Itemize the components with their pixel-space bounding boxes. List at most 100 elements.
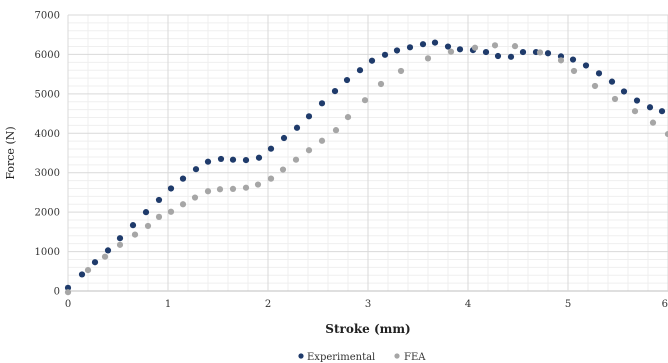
data-point [444, 43, 452, 50]
y-tick-label: 3000 [35, 168, 60, 179]
data-point [471, 44, 479, 51]
data-point [318, 137, 326, 144]
data-point [608, 78, 616, 85]
data-point [116, 235, 124, 242]
data-series [64, 39, 668, 296]
data-point [78, 271, 86, 278]
data-point [595, 70, 603, 77]
data-point [456, 46, 464, 53]
data-point [116, 241, 124, 248]
x-tick-label: 1 [165, 299, 171, 310]
data-point [167, 208, 175, 215]
data-point [343, 76, 351, 84]
data-point [494, 52, 502, 60]
data-point [569, 56, 577, 63]
y-tick-label: 4000 [35, 129, 60, 140]
data-point [658, 108, 666, 115]
data-point [279, 166, 287, 173]
x-tick-label: 4 [465, 299, 471, 310]
legend-label-fea: FEA [404, 352, 426, 363]
data-point [631, 108, 639, 115]
data-point [557, 57, 565, 64]
data-point [431, 39, 439, 46]
data-point [293, 124, 301, 131]
y-tick-label: 6000 [35, 50, 60, 61]
data-point [267, 145, 275, 152]
data-point [204, 188, 212, 195]
data-point [447, 48, 455, 55]
data-point [305, 147, 313, 154]
data-point [344, 114, 352, 121]
data-point [131, 231, 139, 238]
data-point [611, 95, 619, 103]
data-point [570, 67, 578, 75]
data-point [507, 53, 515, 60]
data-point [254, 181, 262, 188]
x-tick-label: 6 [662, 299, 668, 310]
data-point [179, 175, 187, 182]
data-point [649, 119, 657, 126]
series-fea [64, 42, 668, 296]
data-point [179, 201, 187, 208]
data-point [331, 87, 339, 95]
data-point [381, 51, 389, 58]
data-point [305, 113, 313, 120]
legend-marker-fea [394, 353, 400, 359]
data-point [318, 100, 326, 107]
y-tick-label: 0 [54, 287, 60, 298]
data-point [292, 156, 300, 163]
data-point [482, 48, 490, 56]
y-tick-label: 1000 [35, 247, 60, 258]
data-point [229, 185, 237, 192]
data-point [393, 47, 401, 54]
x-tick-label: 3 [365, 299, 371, 310]
data-point [280, 134, 288, 142]
data-point [332, 127, 340, 134]
data-point [377, 80, 385, 88]
data-point [101, 253, 109, 260]
legend: Experimental FEA [298, 352, 426, 363]
data-point [368, 57, 376, 64]
x-axis-title: Stroke (mm) [325, 322, 410, 336]
data-point [84, 267, 92, 274]
data-point [356, 67, 364, 74]
data-point [519, 48, 527, 56]
data-point [64, 289, 72, 296]
data-point [64, 284, 72, 291]
data-point [397, 67, 405, 75]
data-point [104, 247, 112, 254]
data-point [191, 194, 199, 201]
data-point [361, 97, 369, 104]
data-point [664, 130, 668, 138]
y-tick-label: 5000 [35, 89, 60, 100]
data-point [536, 49, 544, 56]
x-tick-label: 5 [565, 299, 571, 310]
y-axis-tick-labels: 0 1000 2000 3000 4000 5000 6000 7000 [35, 11, 60, 298]
data-point [267, 175, 275, 182]
data-point [544, 50, 552, 57]
data-point [167, 185, 175, 192]
data-point [406, 44, 414, 51]
data-point [192, 166, 200, 173]
data-point [242, 184, 250, 191]
data-point [144, 222, 152, 230]
data-point [142, 209, 150, 216]
y-axis-title: Force (N) [4, 126, 17, 179]
major-gridlines [67, 14, 668, 292]
data-point [242, 156, 250, 164]
data-point [591, 82, 599, 90]
data-point [255, 154, 263, 161]
x-axis-tick-labels: 0 1 2 3 4 5 6 [65, 299, 668, 310]
data-point [633, 97, 641, 104]
data-point [424, 55, 432, 62]
y-tick-label: 2000 [35, 208, 60, 219]
data-point [129, 222, 137, 229]
data-point [91, 259, 99, 266]
data-point [155, 213, 163, 220]
data-point [620, 88, 628, 95]
data-point [419, 41, 427, 48]
data-point [217, 155, 225, 163]
y-tick-label: 7000 [35, 11, 60, 22]
data-point [155, 196, 163, 204]
